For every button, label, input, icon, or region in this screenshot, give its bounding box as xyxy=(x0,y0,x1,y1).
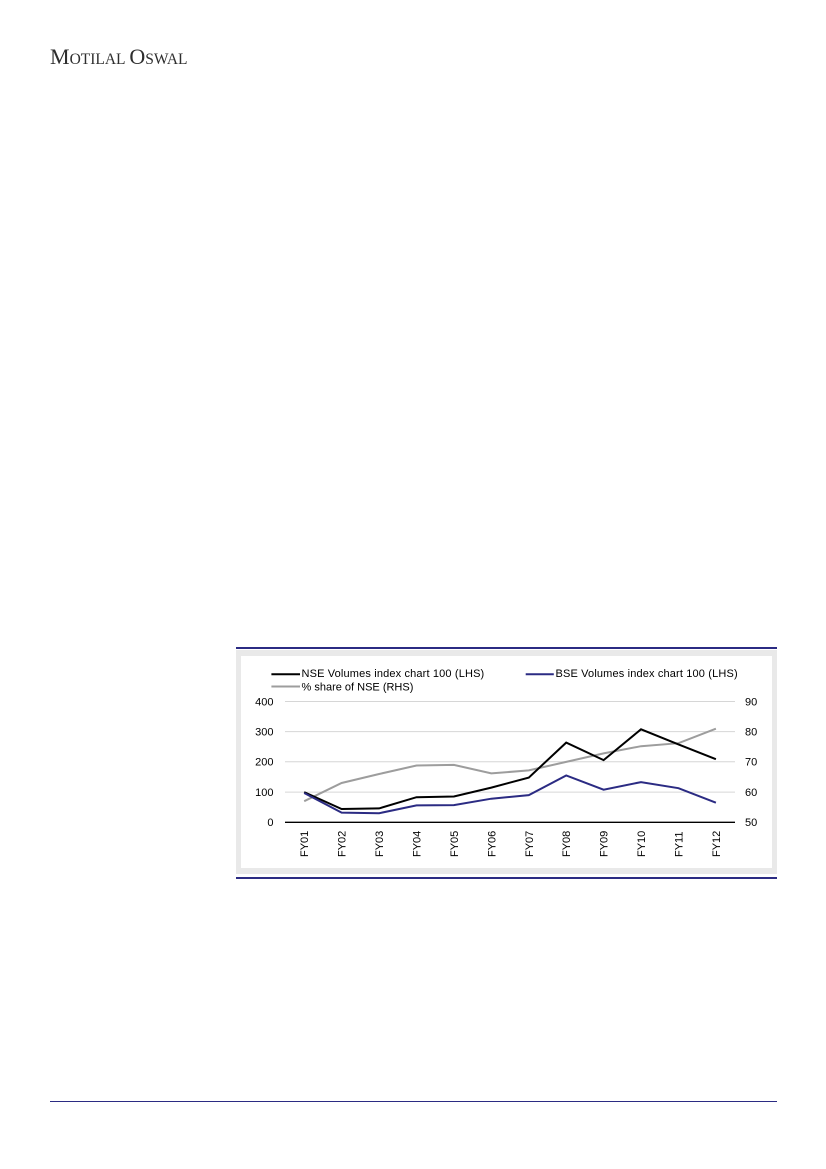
svg-text:60: 60 xyxy=(745,787,757,799)
svg-text:FY05: FY05 xyxy=(449,831,461,857)
svg-text:BSE Volumes index chart 100 (L: BSE Volumes index chart 100 (LHS) xyxy=(556,668,738,680)
svg-text:100: 100 xyxy=(255,787,273,799)
svg-text:FY07: FY07 xyxy=(524,831,536,857)
svg-text:FY03: FY03 xyxy=(374,831,386,857)
svg-text:FY10: FY10 xyxy=(636,831,648,857)
svg-text:% share of NSE (RHS): % share of NSE (RHS) xyxy=(302,681,414,693)
svg-text:FY08: FY08 xyxy=(561,831,573,857)
svg-text:FY01: FY01 xyxy=(299,831,311,857)
svg-text:FY04: FY04 xyxy=(412,831,424,857)
svg-text:FY06: FY06 xyxy=(486,831,498,857)
svg-text:90: 90 xyxy=(745,696,757,708)
svg-text:FY09: FY09 xyxy=(599,831,611,857)
svg-text:FY11: FY11 xyxy=(674,832,686,857)
svg-text:200: 200 xyxy=(255,757,273,769)
svg-text:300: 300 xyxy=(255,727,273,739)
svg-text:FY12: FY12 xyxy=(711,831,723,857)
svg-text:50: 50 xyxy=(745,817,757,829)
svg-text:400: 400 xyxy=(255,696,273,708)
svg-text:70: 70 xyxy=(745,757,757,769)
svg-text:FY02: FY02 xyxy=(337,831,349,857)
svg-text:NSE Volumes index chart 100 (L: NSE Volumes index chart 100 (LHS) xyxy=(302,668,485,680)
svg-text:0: 0 xyxy=(267,817,273,829)
svg-text:80: 80 xyxy=(745,727,757,739)
